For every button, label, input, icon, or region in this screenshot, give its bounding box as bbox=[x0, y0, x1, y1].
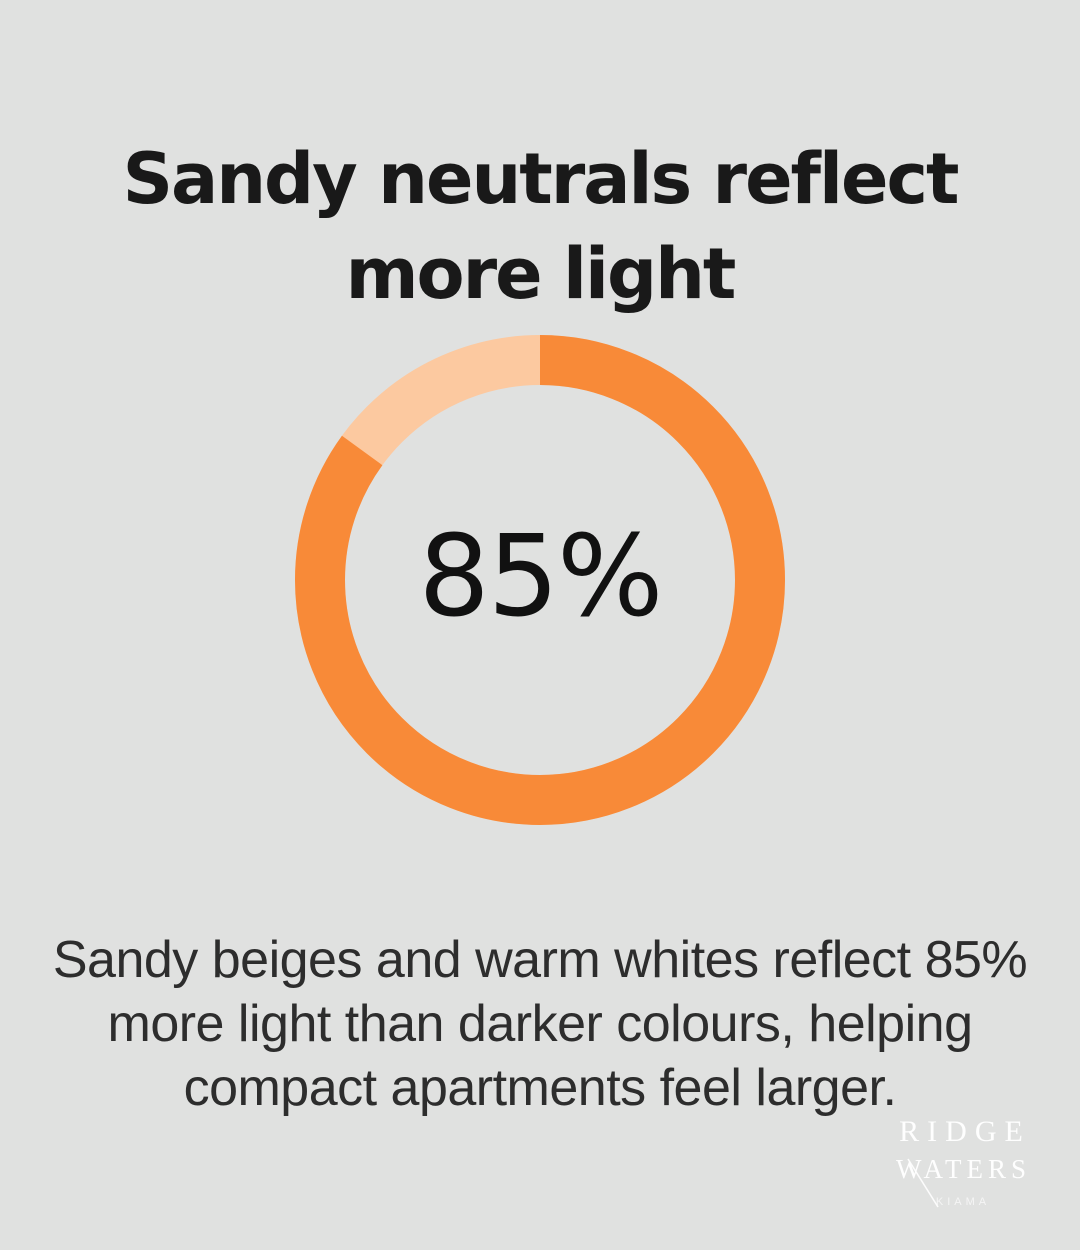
description-text: Sandy beiges and warm whites reflect 85%… bbox=[30, 928, 1050, 1120]
page-title-line-1: Sandy neutrals reflect bbox=[122, 137, 960, 220]
logo-line-waters: WATERS bbox=[895, 1154, 1031, 1184]
donut-chart: 85% bbox=[295, 335, 785, 825]
page-title-line-2: more light bbox=[345, 232, 737, 315]
logo-line-ridge: RIDGE bbox=[899, 1115, 1031, 1148]
brand-logo: RIDGE WATERS KIAMA bbox=[876, 1115, 1046, 1208]
logo-line-kiama: KIAMA bbox=[935, 1196, 991, 1208]
donut-center-value: 85% bbox=[418, 512, 664, 642]
description-line-2: more light than darker colours, helping bbox=[107, 995, 973, 1053]
donut-chart-svg bbox=[295, 335, 785, 825]
description-line-1: Sandy beiges and warm whites reflect 85% bbox=[52, 931, 1028, 989]
description-line-3: compact apartments feel larger. bbox=[183, 1059, 897, 1117]
donut-segment-main bbox=[295, 335, 785, 825]
page-title: Sandy neutrals reflect more light bbox=[0, 132, 1080, 322]
